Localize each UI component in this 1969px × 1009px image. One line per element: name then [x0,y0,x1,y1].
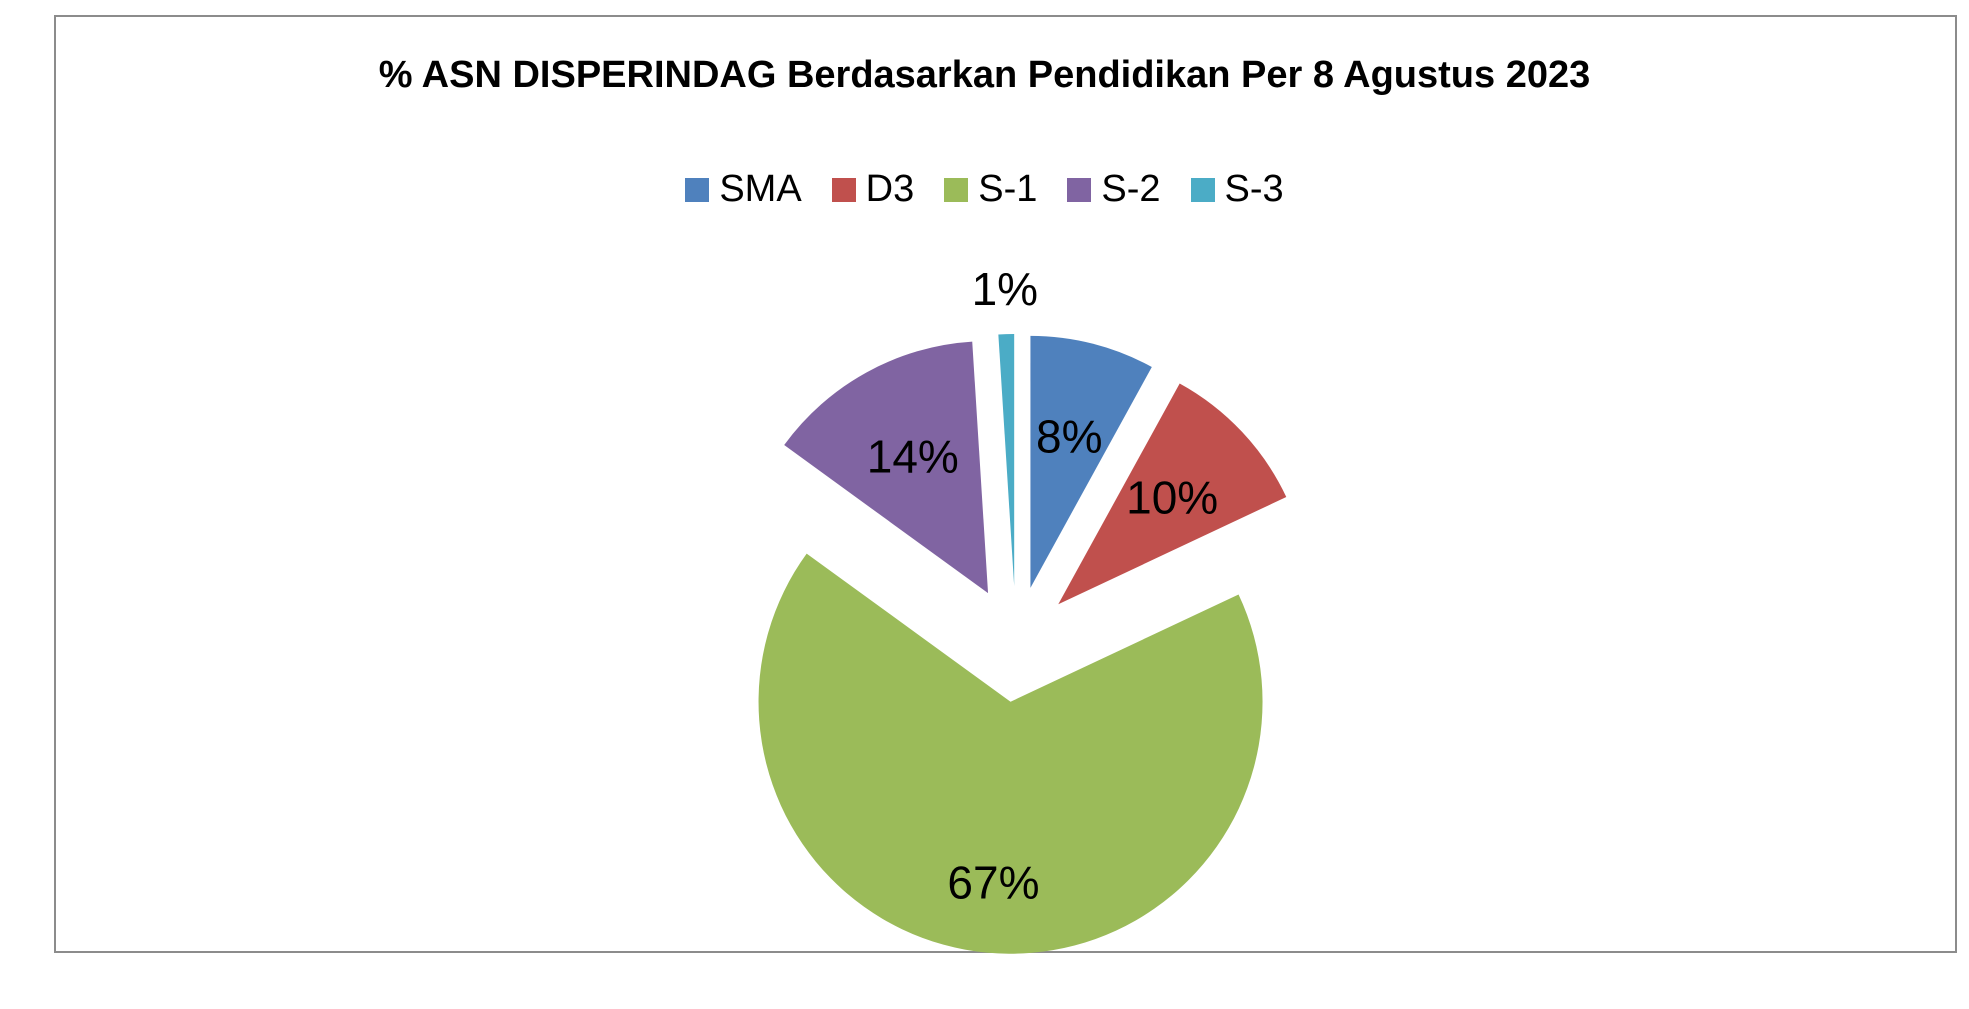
pie-slice-d3 [1058,383,1287,605]
pie-slice-s-3 [998,334,1015,587]
legend-swatch [944,177,969,202]
legend-item-sma: SMA [685,168,802,211]
pie-slice-s-1 [758,553,1263,954]
legend: SMA D3 S-1 S-2 S-3 [0,168,1969,211]
data-label-s-1: 67% [947,856,1039,908]
legend-label: S-2 [1101,168,1161,210]
data-label-s-2: 14% [867,430,959,482]
data-label-sma: 8% [1036,410,1102,462]
legend-swatch [831,177,856,202]
legend-item-s-1: S-1 [944,168,1037,211]
legend-swatch [1067,177,1092,202]
pie-slice-s-2 [784,341,989,594]
legend-label: D3 [865,168,915,210]
pie-slice-sma [1030,335,1152,588]
legend-label: S-3 [1224,168,1284,210]
legend-item-d3: D3 [831,168,915,211]
legend-item-s-3: S-3 [1190,168,1284,211]
legend-swatch [685,177,710,202]
legend-swatch [1190,177,1215,202]
data-label-d3: 10% [1126,471,1218,523]
legend-label: SMA [719,168,802,210]
legend-label: S-1 [978,168,1038,210]
chart-title: % ASN DISPERINDAG Berdasarkan Pendidikan… [378,54,1591,96]
data-label-s-3: 1% [972,263,1038,315]
legend-item-s-2: S-2 [1067,168,1161,211]
